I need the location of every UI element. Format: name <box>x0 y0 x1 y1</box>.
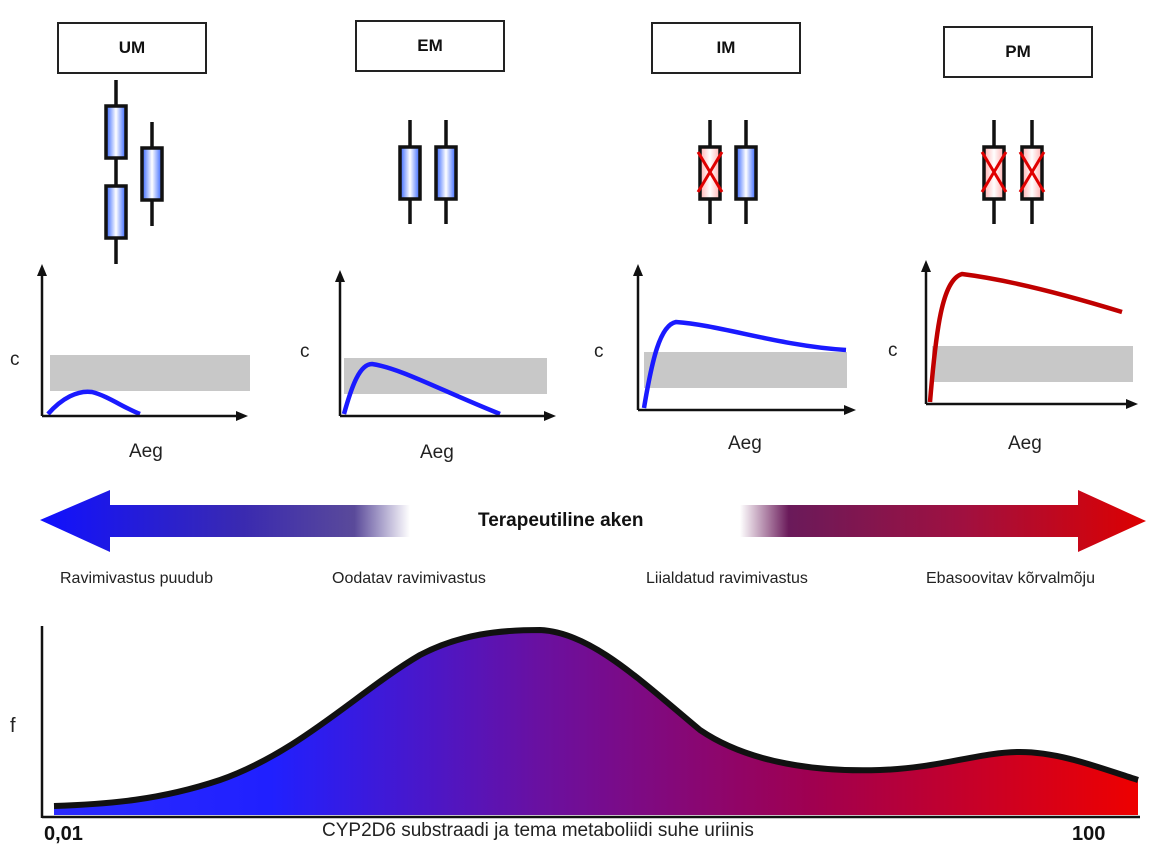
pk-x-label-pm: Aeg <box>1008 433 1042 454</box>
distribution-x-min-label: 0,01 <box>44 823 83 845</box>
pk-plot-im <box>633 264 856 415</box>
distribution-plot <box>40 626 1140 819</box>
phenotype-label: PM <box>1005 42 1031 61</box>
pk-y-label-pm: c <box>888 340 898 361</box>
phenotype-box-pm: PM <box>943 26 1093 78</box>
cross-pm <box>980 151 1046 193</box>
response-label-no-effect: Ravimivastus puudub <box>60 570 213 587</box>
response-label-exaggerated: Liialdatud ravimivastus <box>646 570 808 587</box>
distribution-curve <box>53 626 1139 809</box>
phenotype-label: EM <box>417 36 443 55</box>
therapeutic-window-band <box>50 355 250 391</box>
therapeutic-window-band <box>644 352 847 388</box>
pk-y-label-em: c <box>300 341 310 362</box>
distribution-x-max-label: 100 <box>1072 823 1106 845</box>
alleles-pm <box>982 120 1044 224</box>
distribution-x-label: CYP2D6 substraadi ja tema metaboliidi su… <box>322 820 754 841</box>
arrow-left <box>40 490 410 552</box>
phenotype-box-um: UM <box>57 22 207 74</box>
phenotype-box-em: EM <box>355 20 505 72</box>
pk-plot-em <box>335 270 556 421</box>
pk-x-label-um: Aeg <box>129 441 163 462</box>
pk-y-label-im: c <box>594 341 604 362</box>
phenotype-label: UM <box>118 38 146 57</box>
distribution-y-label: f <box>10 715 16 737</box>
pk-x-label-im: Aeg <box>728 433 762 454</box>
phenotype-box-im: IM <box>651 22 801 74</box>
concentration-curve <box>927 271 1123 403</box>
cross-im <box>696 151 724 193</box>
concentration-curve <box>641 319 847 409</box>
response-label-expected: Oodatav ravimivastus <box>332 570 486 587</box>
arrow-right <box>740 490 1146 552</box>
pk-plot-pm <box>921 260 1138 409</box>
distribution-area <box>54 630 1138 815</box>
therapeutic-window-band <box>932 346 1133 382</box>
pk-y-label-um: c <box>10 349 20 370</box>
concentration-curve <box>341 361 501 417</box>
therapeutic-window-label: Terapeutiline aken <box>478 510 644 531</box>
alleles-em <box>398 120 458 224</box>
concentration-curve <box>46 389 141 417</box>
response-label-adverse: Ebasoovitav kõrvalmõju <box>926 570 1095 587</box>
pk-plot-um <box>37 264 250 421</box>
alleles-um <box>104 80 164 264</box>
phenotype-label: IM <box>716 38 736 57</box>
pk-x-label-em: Aeg <box>420 442 454 463</box>
